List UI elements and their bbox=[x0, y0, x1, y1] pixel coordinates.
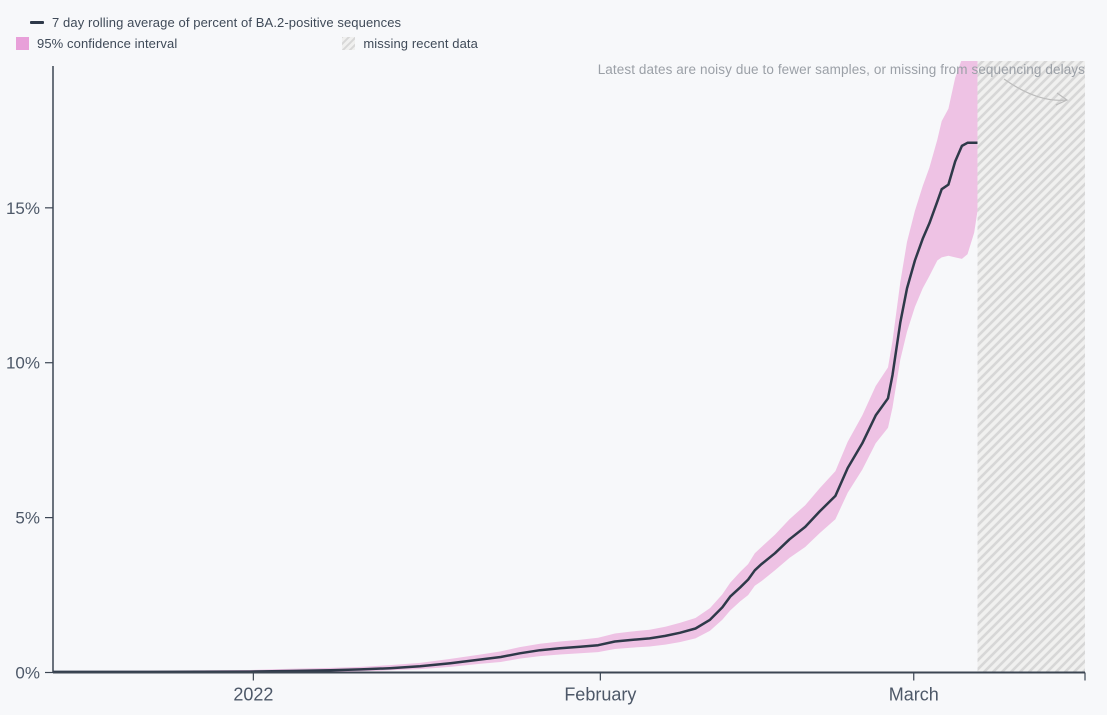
hatch-swatch-icon bbox=[342, 37, 356, 50]
y-tick-label: 0% bbox=[15, 664, 40, 683]
legend-label-missing-data: missing recent data bbox=[363, 36, 478, 51]
x-tick-label: March bbox=[889, 685, 939, 705]
legend-item-confidence-interval: 95% confidence interval missing recent d… bbox=[16, 36, 478, 51]
missing-data-hatch bbox=[977, 61, 1085, 673]
line-swatch-icon bbox=[30, 21, 44, 24]
legend-label-confidence-interval: 95% confidence interval bbox=[37, 36, 178, 51]
y-tick-label: 15% bbox=[6, 199, 40, 218]
x-tick-label: February bbox=[564, 685, 636, 705]
legend-item-rolling-average: 7 day rolling average of percent of BA.2… bbox=[30, 15, 401, 30]
legend-label-rolling-average: 7 day rolling average of percent of BA.2… bbox=[52, 15, 402, 30]
rolling-average-line bbox=[53, 141, 978, 673]
x-tick-label: 2022 bbox=[233, 685, 273, 705]
band-swatch-icon bbox=[16, 37, 29, 50]
y-tick-label: 10% bbox=[6, 354, 40, 373]
annotation-text: Latest dates are noisy due to fewer samp… bbox=[597, 62, 1085, 77]
confidence-band bbox=[53, 61, 978, 673]
y-tick-label: 5% bbox=[15, 509, 40, 528]
